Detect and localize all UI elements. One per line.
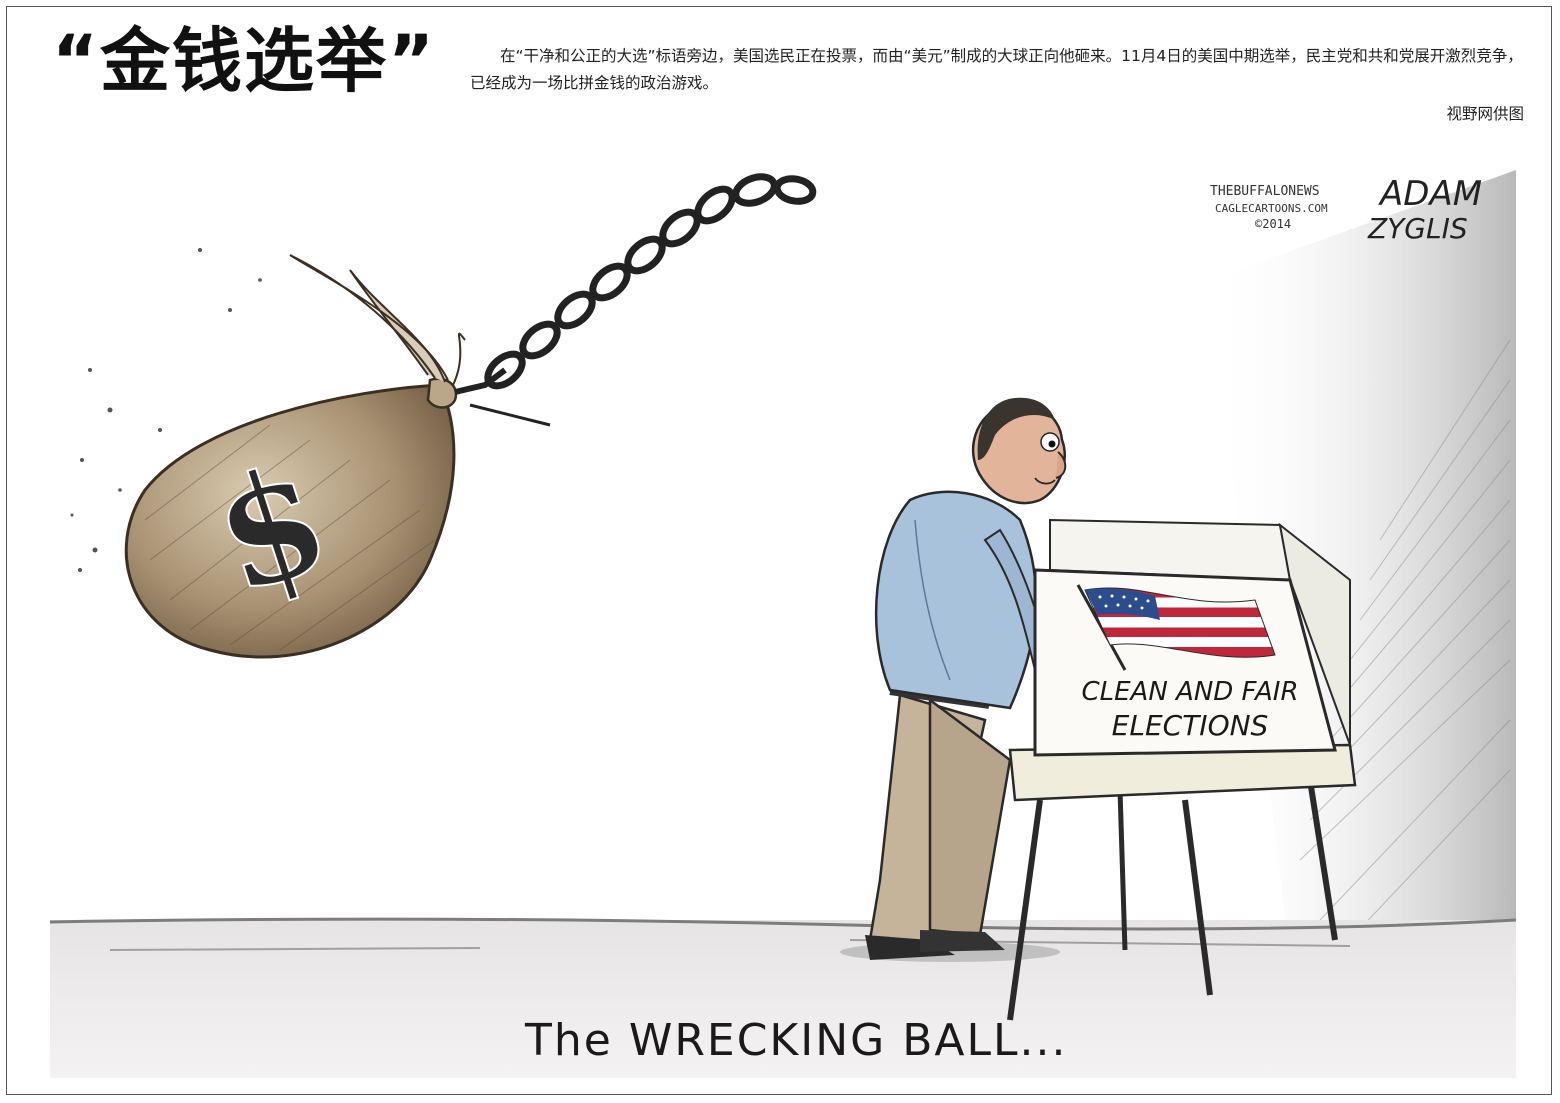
signature-line1: THEBUFFALONEWS (1210, 184, 1320, 199)
money-bag: $ (70, 248, 551, 659)
us-flag (1076, 584, 1276, 671)
cartoon-illustration: $ (50, 160, 1516, 1078)
voter-figure (865, 397, 1067, 960)
signature-line2: CAGLECARTOONS.COM (1215, 202, 1328, 215)
cartoon-caption: The WRECKING BALL... (524, 1015, 1068, 1066)
artist-signature: THEBUFFALONEWS CAGLECARTOONS.COM ©2014 A… (1210, 174, 1482, 245)
photo-credit: 视野网供图 (1446, 105, 1524, 123)
page-frame (6, 6, 1552, 1095)
signature-line3: ©2014 (1255, 217, 1291, 231)
voting-booth: CLEAN AND FAIR ELECTIONS (1007, 518, 1357, 1021)
artist-first-name: ADAM (1378, 174, 1482, 214)
booth-text-line1: CLEAN AND FAIR (1081, 677, 1298, 707)
caption-text: 在“干净和公正的大选”标语旁边，美国选民正在投票，而由“美元”制成的大球正向他砸… (470, 47, 1523, 92)
booth-text-line2: ELECTIONS (1112, 709, 1269, 742)
headline: “金钱选举” (52, 20, 437, 102)
floor (50, 917, 1516, 1078)
chain (484, 173, 817, 390)
cartoon-svg: $ (50, 170, 1516, 1078)
artist-last-name: ZYGLIS (1367, 212, 1468, 245)
caption-block: 在“干净和公正的大选”标语旁边，美国选民正在投票，而由“美元”制成的大球正向他砸… (470, 43, 1532, 97)
